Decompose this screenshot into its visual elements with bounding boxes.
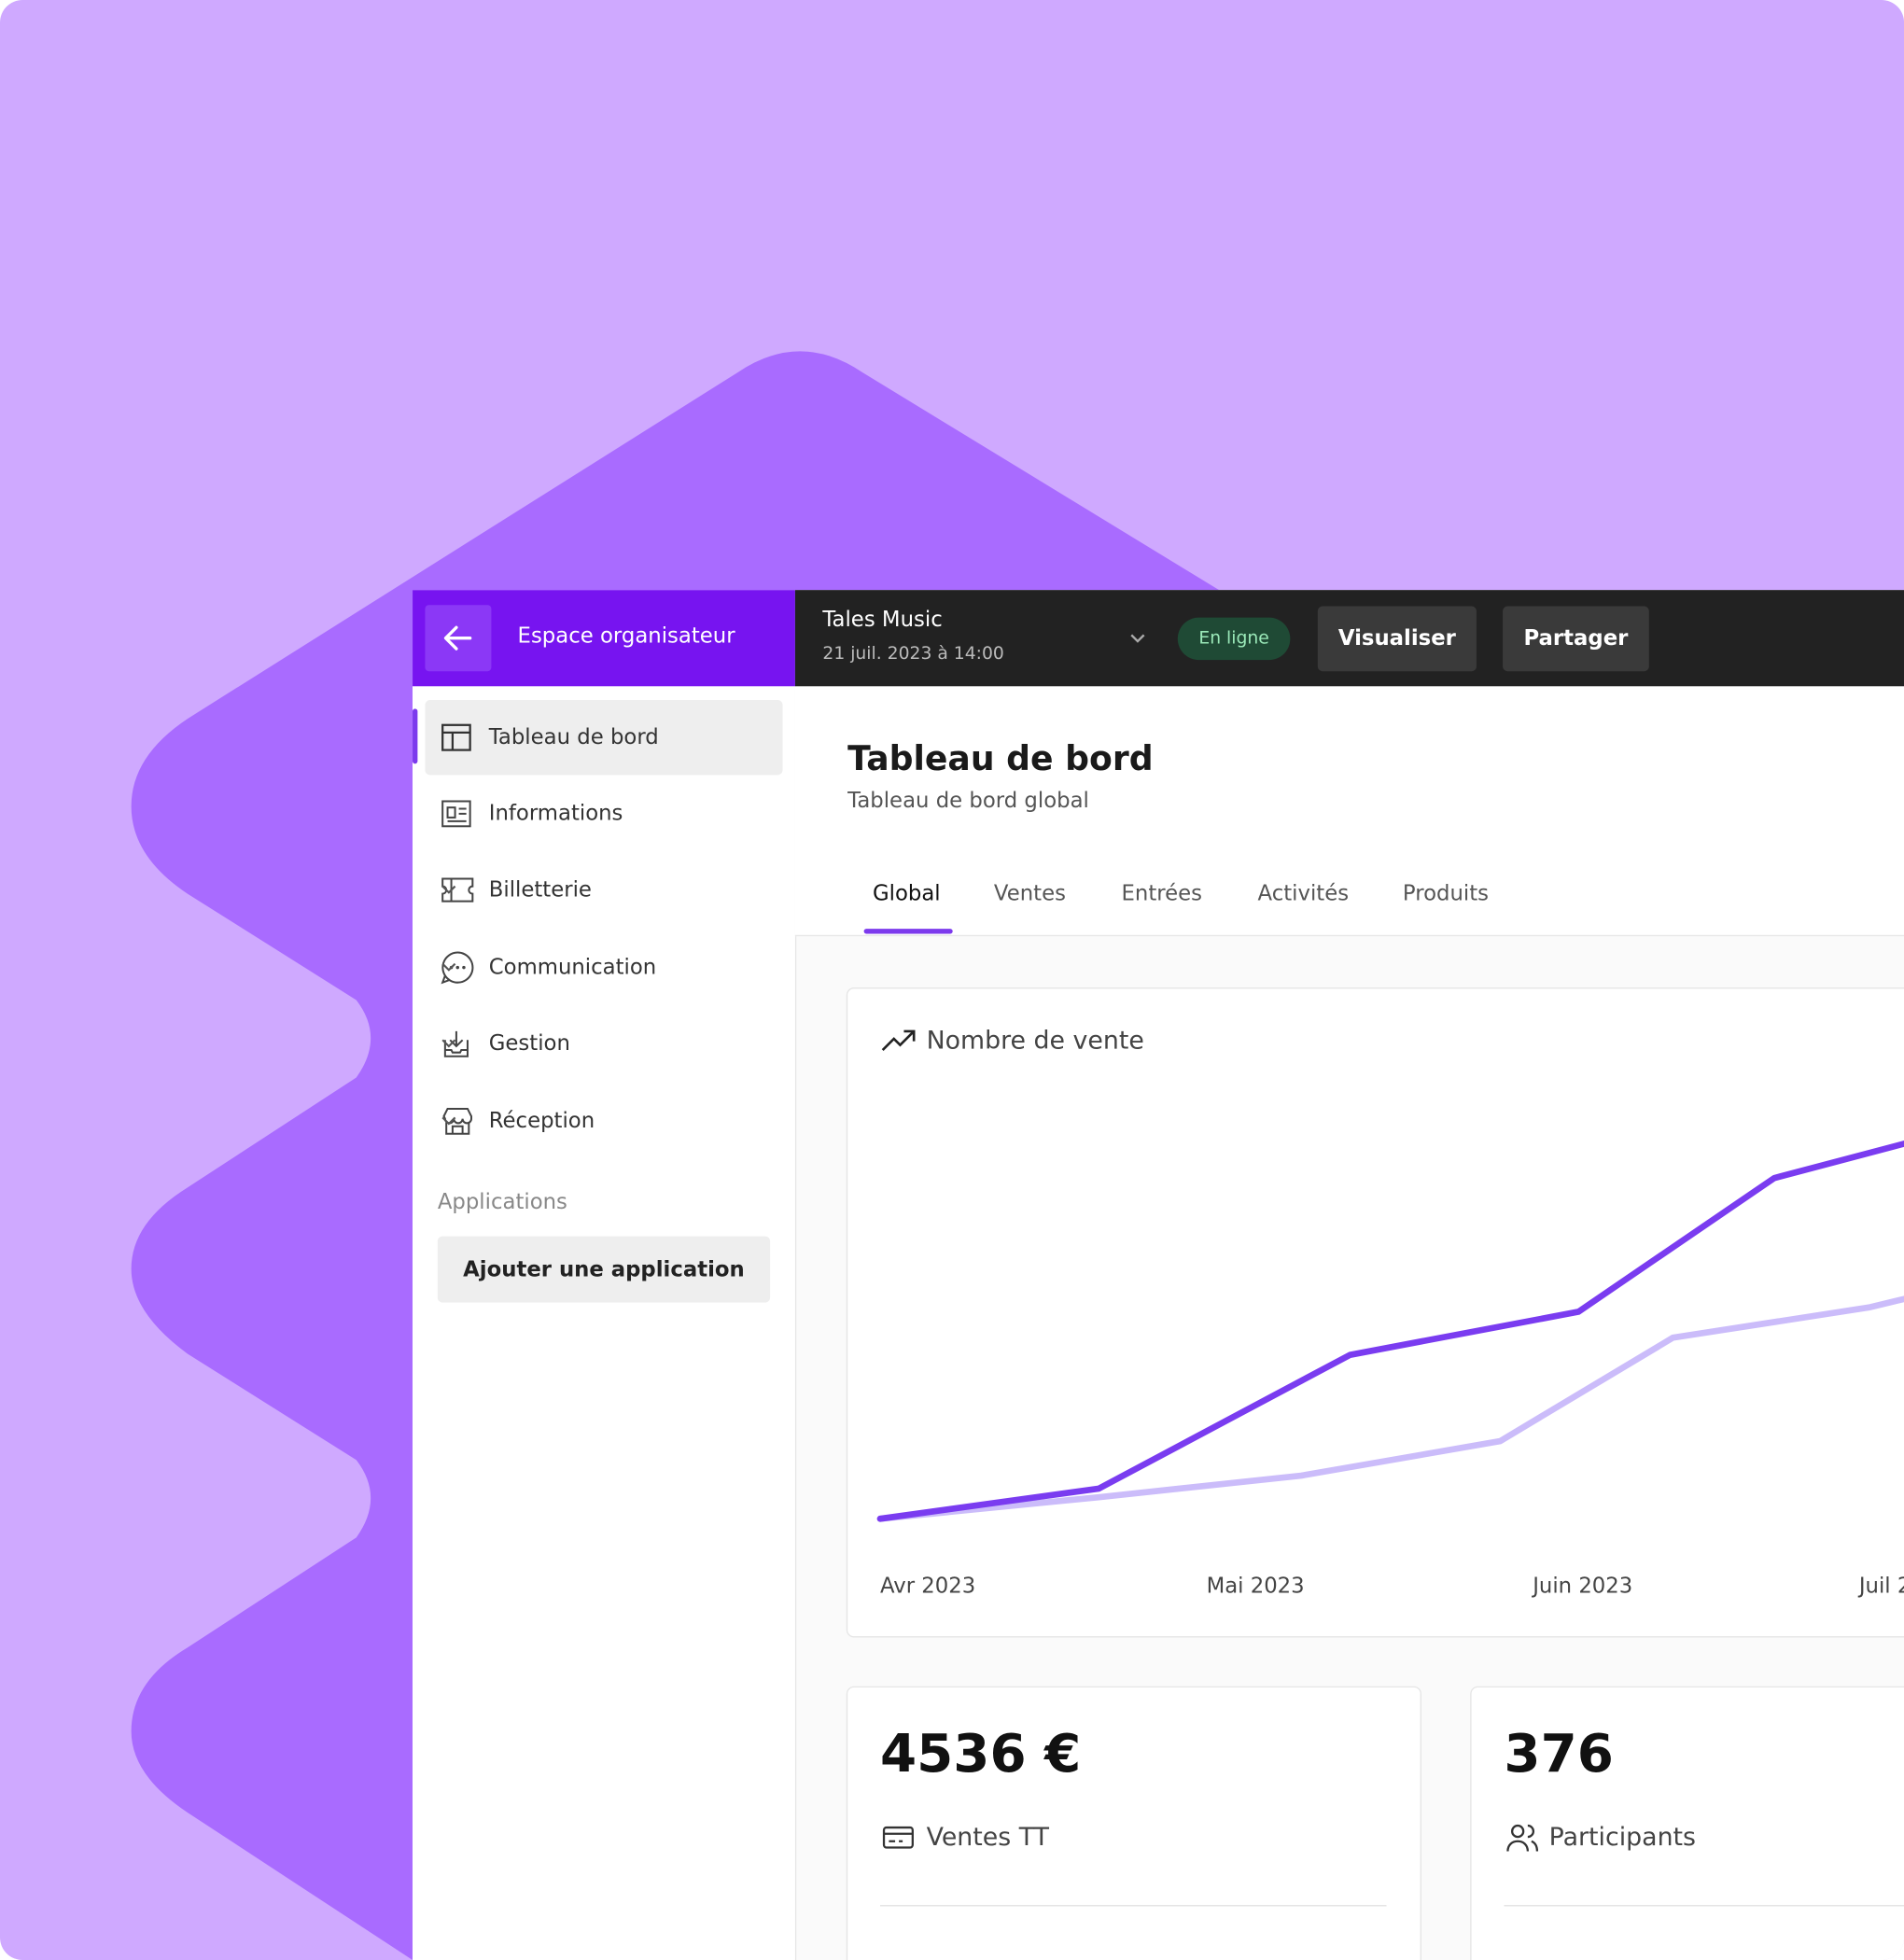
trend-icon <box>881 1029 916 1051</box>
event-name[interactable]: Tales Music <box>822 607 943 633</box>
chart: Avr 2023 Mai 2023 Juin 2023 Juil 2023 <box>876 1141 1904 1598</box>
event-chevron[interactable] <box>1127 630 1147 648</box>
stat-card <box>846 1686 1422 1960</box>
tab[interactable]: Ventes <box>993 881 1066 906</box>
nav-label: Informations <box>488 801 623 827</box>
stat-label: Ventes TT <box>926 1821 1050 1852</box>
nav-label: Réception <box>488 1108 595 1134</box>
nav-item[interactable]: Tableau de bord <box>425 700 783 776</box>
stat-value: 376 <box>1504 1722 1614 1785</box>
stat-label: Participants <box>1548 1821 1697 1852</box>
nav-label: Billetterie <box>488 877 592 903</box>
status-badge: En ligne <box>1177 617 1291 661</box>
section-label: Applications <box>437 1190 567 1215</box>
nav-item[interactable]: Communication <box>425 930 782 1004</box>
tab[interactable]: Global <box>872 881 941 906</box>
tab[interactable]: Entrées <box>1121 881 1203 906</box>
divider <box>1504 1905 1904 1907</box>
chart-title: Nombre de vente <box>926 1025 1144 1056</box>
share-button[interactable]: Partager <box>1503 606 1649 672</box>
divider <box>880 1905 1387 1907</box>
nav-label: Gestion <box>488 1030 570 1057</box>
nav-item[interactable]: Gestion <box>425 1006 782 1081</box>
nav-label: Tableau de bord <box>488 724 659 750</box>
add-app-button[interactable]: Ajouter une application <box>437 1236 771 1303</box>
tab[interactable]: Activités <box>1257 881 1350 906</box>
org-label: Espace organisateur <box>517 623 735 650</box>
tab[interactable]: Produits <box>1402 881 1490 906</box>
card-icon <box>882 1826 914 1849</box>
event-date: 21 juil. 2023 à 14:00 <box>822 643 1004 665</box>
nav-item[interactable]: Informations <box>425 777 782 851</box>
x-tick-label: Juin 2023 <box>1531 1574 1632 1598</box>
page-subtitle: Tableau de bord global <box>847 789 1089 814</box>
line <box>876 1141 1904 1522</box>
nav-label: Communication <box>488 955 657 981</box>
nav-item[interactable]: Réception <box>425 1084 782 1158</box>
people-icon <box>1506 1824 1539 1852</box>
x-tick-label: Juil 2023 <box>1857 1574 1904 1598</box>
preview-button[interactable]: Visualiser <box>1317 606 1477 672</box>
stat-value: 4536 € <box>880 1722 1082 1785</box>
stat-card <box>1470 1686 1904 1960</box>
active-indicator <box>413 708 418 764</box>
back-button[interactable] <box>425 605 492 672</box>
chart-card <box>846 987 1904 1638</box>
nav-item[interactable]: Billetterie <box>425 852 782 927</box>
content-header <box>794 686 1904 937</box>
x-tick-label: Mai 2023 <box>1207 1574 1305 1598</box>
line <box>876 1295 1904 1522</box>
tab-underline <box>863 929 953 934</box>
page-title: Tableau de bord <box>847 739 1154 779</box>
x-tick-label: Avr 2023 <box>880 1574 975 1598</box>
